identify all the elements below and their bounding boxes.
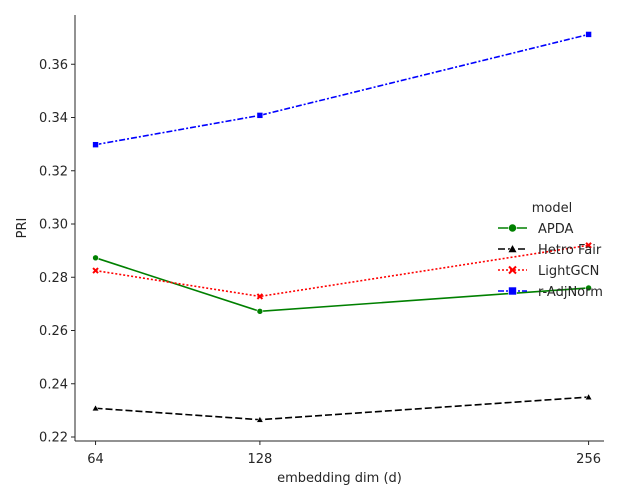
axes: 0.22 0.24 0.26 0.28 0.30 0.32 0.34 0.36 64 128 256 bbox=[39, 15, 604, 467]
legend-title: model bbox=[532, 201, 572, 216]
data-point-lightgcn bbox=[92, 267, 99, 274]
legend-marker bbox=[508, 223, 517, 233]
y-tick-label: 0.36 bbox=[39, 58, 68, 73]
data-point-r-adjnorm bbox=[256, 112, 264, 119]
data-point-r-adjnorm bbox=[585, 31, 592, 38]
series-line-r-adjnorm bbox=[95, 33, 589, 146]
series-line-lightgcn bbox=[95, 244, 589, 298]
x-tick-label: 64 bbox=[87, 452, 104, 467]
data-point-apda bbox=[92, 254, 99, 262]
series-lightgcn bbox=[92, 242, 592, 300]
legend-label: r-AdjNorm bbox=[538, 285, 603, 300]
data-point-lightgcn bbox=[585, 242, 592, 249]
data-point-r-adjnorm bbox=[92, 141, 99, 148]
y-tick-label: 0.24 bbox=[39, 377, 68, 392]
legend-label: Hetro Fair bbox=[538, 243, 602, 258]
legend-label: APDA bbox=[538, 222, 574, 237]
y-tick-label: 0.32 bbox=[39, 164, 68, 179]
series-line-hetro-fair bbox=[95, 396, 589, 421]
y-tick-label: 0.22 bbox=[39, 431, 68, 446]
legend-marker bbox=[508, 265, 517, 275]
legend-item-lightgcn: LightGCN bbox=[498, 264, 599, 279]
legend-marker bbox=[508, 286, 517, 296]
x-marker-stroke bbox=[92, 267, 99, 274]
series-apda bbox=[92, 254, 592, 315]
x-axis-label: embedding dim (d) bbox=[277, 471, 402, 486]
y-tick-label: 0.34 bbox=[39, 111, 68, 126]
legend-label: LightGCN bbox=[538, 264, 599, 279]
data-point-apda bbox=[585, 284, 592, 292]
series-line-apda bbox=[95, 257, 589, 313]
data-point-apda bbox=[256, 308, 264, 315]
data-point-hetro-fair bbox=[584, 393, 593, 400]
legend: model APDA Hetro Fair LightGCN r-AdjNorm bbox=[498, 201, 603, 300]
series-hetro-fair bbox=[91, 393, 593, 423]
plot-area bbox=[91, 31, 593, 423]
x-tick-label: 256 bbox=[576, 452, 601, 467]
x-marker-stroke bbox=[508, 265, 517, 275]
series-r-adjnorm bbox=[92, 31, 592, 148]
x-marker-stroke bbox=[256, 293, 264, 300]
x-tick-label: 128 bbox=[247, 452, 272, 467]
legend-item-hetro-fair: Hetro Fair bbox=[498, 243, 602, 258]
y-tick-label: 0.28 bbox=[39, 271, 68, 286]
y-axis-label: PRI bbox=[15, 218, 30, 239]
y-tick-label: 0.30 bbox=[39, 218, 68, 233]
y-tick-label: 0.26 bbox=[39, 324, 68, 339]
legend-item-r-adjnorm: r-AdjNorm bbox=[498, 285, 603, 300]
data-point-hetro-fair bbox=[91, 404, 100, 412]
legend-marker bbox=[507, 244, 518, 253]
data-point-lightgcn bbox=[256, 293, 264, 300]
legend-item-apda: APDA bbox=[498, 222, 574, 237]
x-marker-stroke bbox=[585, 242, 592, 249]
data-point-hetro-fair bbox=[256, 415, 264, 423]
